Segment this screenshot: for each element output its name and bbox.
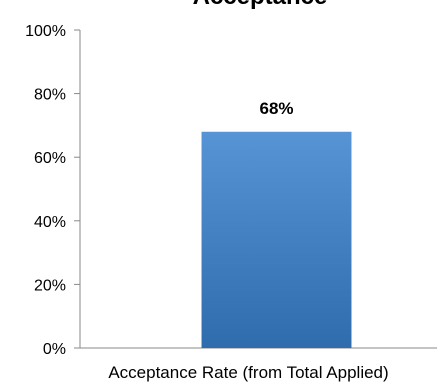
labels-group: 68% Acceptance Rate (from Total Applied) [108,99,388,382]
y-tick-label: 0% [43,341,66,358]
y-tick-label: 60% [34,150,66,167]
bar-data-label: 68% [259,99,293,118]
y-axis-ticks: 0% 20% 40% 60% 80% 100% [25,23,80,358]
x-category-label: Acceptance Rate (from Total Applied) [108,363,388,382]
chart-title: Acceptance [193,0,328,10]
y-tick-label: 40% [34,214,66,231]
bar [201,131,352,348]
y-tick-label: 100% [25,23,66,40]
bars-group [201,131,352,348]
y-tick-label: 20% [34,277,66,294]
y-tick-label: 80% [34,87,66,104]
